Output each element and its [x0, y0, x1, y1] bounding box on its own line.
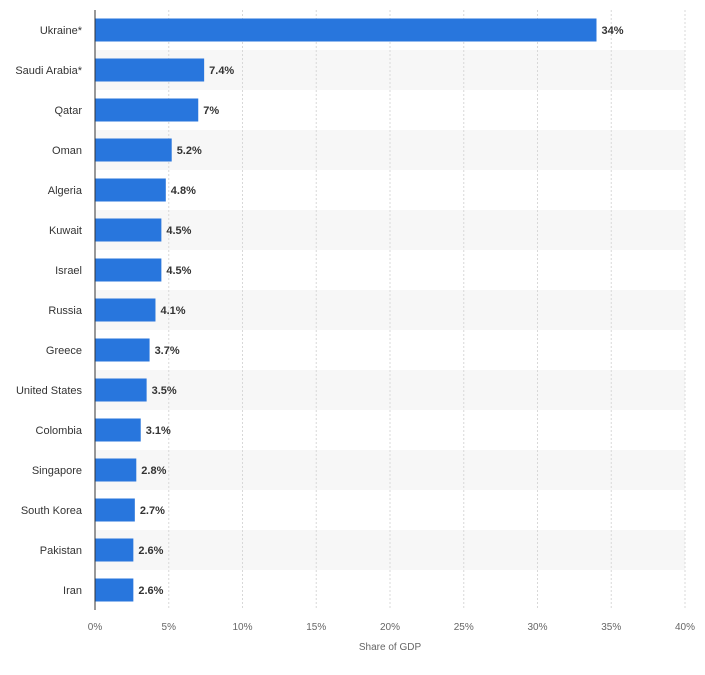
bar[interactable] — [95, 418, 141, 442]
bar[interactable] — [95, 298, 156, 322]
bar[interactable] — [95, 578, 134, 602]
category-label: United States — [16, 385, 83, 397]
value-label: 4.8% — [171, 185, 196, 197]
bar[interactable] — [95, 98, 199, 122]
value-label: 3.5% — [152, 385, 177, 397]
bar[interactable] — [95, 58, 205, 82]
x-tick-label: 35% — [601, 622, 621, 633]
bar[interactable] — [95, 378, 147, 402]
gridlines — [168, 10, 686, 610]
value-label: 7% — [203, 105, 219, 117]
value-label: 4.1% — [160, 305, 185, 317]
value-label: 4.5% — [166, 225, 191, 237]
value-labels: 34% 7.4% 7% 5.2% 4.8% 4.5% 4.5% 4.1% 3.7% 3.5% 3.1… — [138, 25, 623, 597]
bar[interactable] — [95, 538, 134, 562]
value-label: 5.2% — [177, 145, 202, 157]
bar[interactable] — [95, 338, 150, 362]
value-label: 34% — [602, 25, 624, 37]
x-tick-label: 10% — [232, 622, 252, 633]
value-label: 2.8% — [141, 465, 166, 477]
category-label: Greece — [46, 345, 82, 357]
x-tick-label: 25% — [454, 622, 474, 633]
bar[interactable] — [95, 138, 172, 162]
value-label: 2.7% — [140, 505, 165, 517]
category-label: Ukraine* — [40, 25, 83, 37]
category-label: Singapore — [32, 465, 82, 477]
value-label: 3.1% — [146, 425, 171, 437]
value-label: 7.4% — [209, 65, 234, 77]
x-tick-labels: 0% 5% 10% 15% 20% 25% 30% 35% 40% — [88, 622, 695, 633]
category-label: Iran — [63, 585, 82, 597]
category-labels: Ukraine* Saudi Arabia* Qatar Oman Algeria Kuw… — [15, 25, 83, 597]
bar[interactable] — [95, 498, 135, 522]
x-tick-label: 40% — [675, 622, 695, 633]
x-tick-label: 20% — [380, 622, 400, 633]
bar[interactable] — [95, 178, 166, 202]
category-label: South Korea — [21, 505, 83, 517]
category-label: Kuwait — [49, 225, 82, 237]
value-label: 4.5% — [166, 265, 191, 277]
category-label: Oman — [52, 145, 82, 157]
x-tick-label: 5% — [162, 622, 177, 633]
x-tick-label: 0% — [88, 622, 103, 633]
value-label: 2.6% — [138, 545, 163, 557]
category-label: Algeria — [48, 185, 83, 197]
category-label: Israel — [55, 265, 82, 277]
bar[interactable] — [95, 218, 162, 242]
bar[interactable] — [95, 18, 597, 42]
value-label: 2.6% — [138, 585, 163, 597]
category-label: Colombia — [36, 425, 83, 437]
value-label: 3.7% — [155, 345, 180, 357]
category-label: Saudi Arabia* — [15, 65, 82, 77]
bar[interactable] — [95, 458, 137, 482]
category-label: Qatar — [54, 105, 82, 117]
bar[interactable] — [95, 258, 162, 282]
x-axis-title: Share of GDP — [359, 642, 422, 653]
x-tick-label: 15% — [306, 622, 326, 633]
category-label: Pakistan — [40, 545, 82, 557]
x-tick-label: 30% — [527, 622, 547, 633]
category-label: Russia — [48, 305, 83, 317]
bars — [95, 18, 597, 602]
